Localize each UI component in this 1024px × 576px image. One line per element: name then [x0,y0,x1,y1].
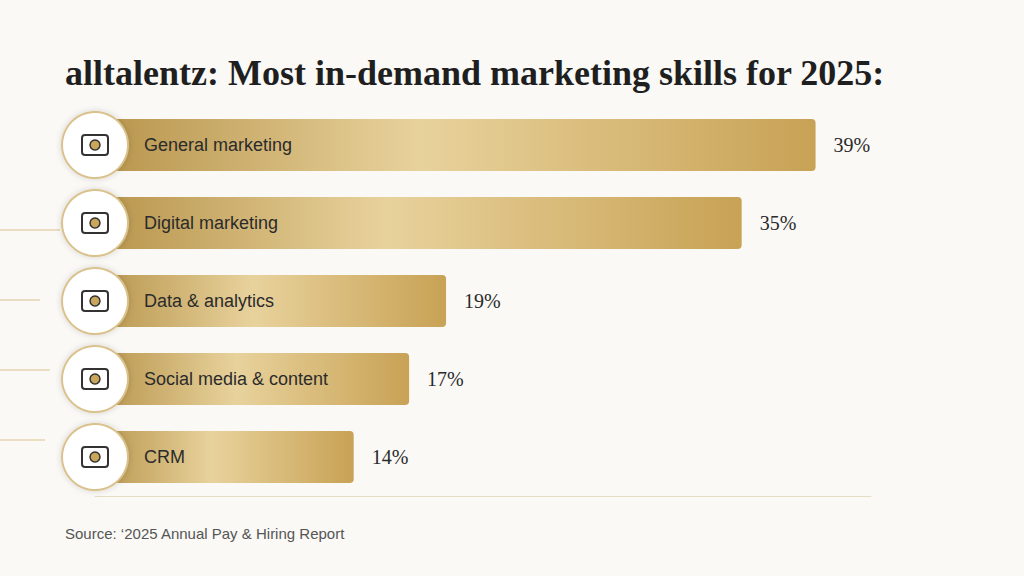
svg-text:39%: 39% [834,134,871,156]
svg-text:General marketing: General marketing [144,135,292,155]
svg-text:19%: 19% [464,290,501,312]
svg-text:Source: ‘2025 Annual Pay & Hir: Source: ‘2025 Annual Pay & Hiring Report [65,525,345,542]
svg-text:35%: 35% [760,212,797,234]
svg-text:14%: 14% [372,446,409,468]
svg-text:CRM: CRM [144,447,185,467]
svg-text:alltalentz: Most in-demand mar: alltalentz: Most in-demand marketing ski… [65,53,884,93]
svg-text:Data & analytics: Data & analytics [144,291,274,311]
svg-text:17%: 17% [427,368,464,390]
svg-text:Social media & content: Social media & content [144,369,328,389]
svg-text:Digital marketing: Digital marketing [144,213,278,233]
